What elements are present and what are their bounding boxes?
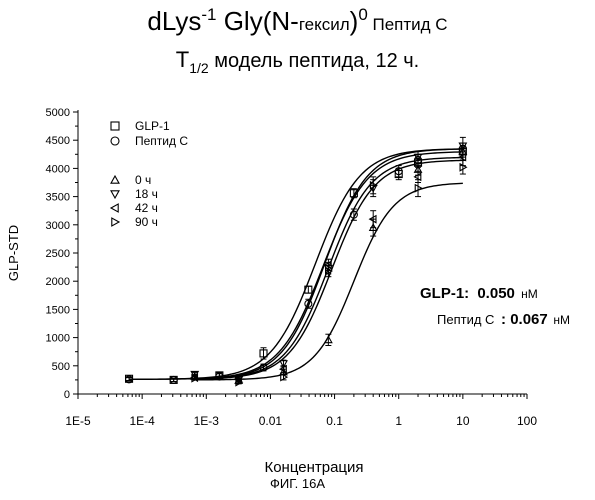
legend-marker-circle <box>111 137 119 145</box>
x-tick-label: 1E-4 <box>129 414 155 428</box>
peptide-ec50-label: Пептид С <box>437 312 494 327</box>
legend: GLP-1Пептид С 0 ч18 ч42 ч90 ч <box>111 119 188 229</box>
data-points <box>126 137 467 385</box>
x-tick-label: 100 <box>517 414 537 428</box>
y-tick-label: 5000 <box>46 107 70 119</box>
legend-label: 0 ч <box>135 173 151 187</box>
legend-marker-triangle-up <box>111 176 119 183</box>
y-tick-label: 3000 <box>46 220 70 232</box>
y-tick-label: 2000 <box>46 276 70 288</box>
glp1-ec50-value: 0.050 <box>477 285 515 302</box>
x-axis-label: Концентрация <box>264 459 363 476</box>
y-tick-label: 4000 <box>46 163 70 175</box>
y-axis-label: GLP-STD <box>6 225 21 281</box>
y-tick-label: 2500 <box>46 248 70 260</box>
y-tick-label: 3500 <box>46 192 70 204</box>
legend-label: 42 ч <box>135 201 158 215</box>
fit-curves <box>129 149 463 380</box>
svg-text:GLP-1: 0.050 нМ: GLP-1: 0.050 нМ <box>420 285 538 302</box>
peptide-ec50-unit: нМ <box>553 313 570 327</box>
x-tick-label: 10 <box>456 414 470 428</box>
y-tick-label: 500 <box>52 361 70 373</box>
figure-caption: ФИГ. 16А <box>0 476 595 491</box>
x-tick-label: 1E-3 <box>194 414 220 428</box>
x-tick-label: 1 <box>395 414 402 428</box>
y-tick-label: 4500 <box>46 135 70 147</box>
glp1-ec50-unit: нМ <box>521 287 538 301</box>
legend-label: Пептид С <box>135 134 188 148</box>
svg-text:Пептид С : 0.067 н: Пептид С : 0.067 нМ <box>437 311 570 328</box>
glp1-ec50-label: GLP-1: <box>420 285 469 302</box>
legend-marker-square <box>111 122 119 130</box>
legend-marker-triangle-down <box>111 191 119 198</box>
ec50-annotation: GLP-1: 0.050 нМ Пептид С : 0.067 нМ <box>420 285 570 328</box>
legend-label: GLP-1 <box>135 119 170 133</box>
peptide-ec50-value: : 0.067 <box>501 311 548 328</box>
legend-label: 90 ч <box>135 215 158 229</box>
y-tick-label: 1500 <box>46 304 70 316</box>
x-tick-label: 0.01 <box>259 414 283 428</box>
y-tick-label: 1000 <box>46 333 70 345</box>
legend-label: 18 ч <box>135 187 158 201</box>
fit-curve <box>195 183 463 380</box>
legend-marker-triangle-left <box>111 204 118 212</box>
x-tick-label: 1E-5 <box>65 414 91 428</box>
y-tick-label: 0 <box>64 389 70 401</box>
legend-marker-triangle-right <box>112 218 119 226</box>
x-tick-label: 0.1 <box>326 414 343 428</box>
